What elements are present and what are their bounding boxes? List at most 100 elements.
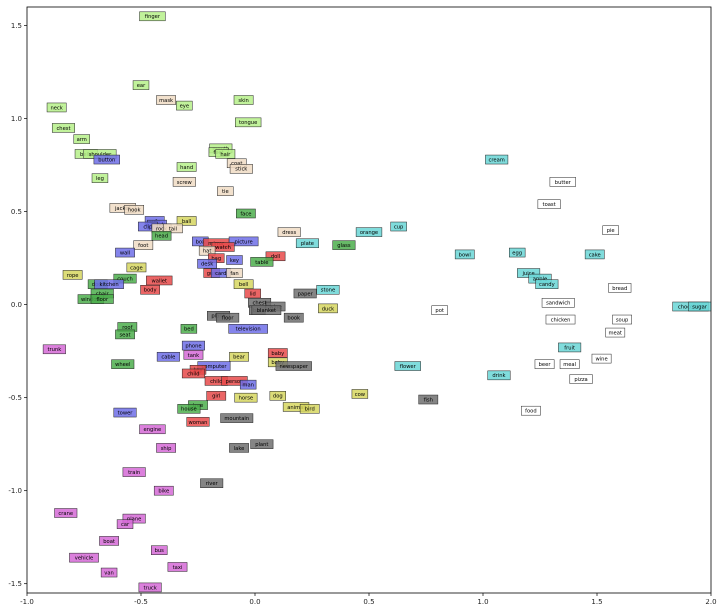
point-box [113, 407, 137, 418]
data-point: tail [163, 223, 183, 234]
data-point: desk [197, 258, 217, 269]
point-label: tongue [239, 120, 257, 126]
data-point: button [93, 154, 120, 165]
point-label: pie [607, 228, 615, 234]
point-label: watch [215, 245, 231, 251]
point-label: drink [492, 373, 505, 379]
data-point: beer [534, 359, 555, 369]
point-box [299, 404, 320, 414]
point-box [156, 351, 180, 362]
data-point: arm [73, 134, 90, 144]
data-point: plate [295, 238, 319, 249]
point-box [293, 288, 317, 299]
point-label: ship [161, 446, 172, 452]
point-label: vehicle [75, 556, 93, 562]
data-point: foot [133, 240, 154, 250]
point-box [541, 298, 575, 308]
point-label: hook [128, 208, 141, 214]
point-label: ball [182, 219, 191, 225]
data-point: truck [138, 582, 162, 593]
point-label: doll [271, 254, 280, 260]
data-point: dress [277, 227, 301, 237]
point-label: animal [287, 405, 305, 411]
data-point: sugar [688, 301, 712, 312]
data-point: cup [390, 221, 407, 232]
data-point: blanket [251, 305, 282, 315]
data-point: baby [267, 348, 288, 358]
point-label: meal [563, 362, 576, 368]
data-point: book [283, 312, 304, 323]
point-box [267, 348, 288, 358]
point-label: bread [612, 286, 627, 292]
data-point: cage [126, 262, 147, 273]
point-box [608, 283, 632, 293]
point-box [584, 249, 605, 260]
point-label: roof [122, 325, 132, 331]
point-box [206, 391, 227, 401]
watermark: CSDN @爱丽仔 [629, 593, 708, 606]
data-point: sandwich [541, 298, 575, 308]
data-point: wall [115, 247, 135, 258]
axis-ticks: -1.0 -0.5 0.0 0.5 1.0 1.5 2.0 1.5 1.0 0.5 0.0 -0.5 -… [8, 22, 716, 606]
point-label: toast [543, 202, 556, 208]
data-point: girl [206, 391, 227, 401]
point-box [176, 162, 197, 172]
y-tick-label: -0.5 [8, 394, 22, 402]
point-label: chest [253, 301, 267, 307]
data-point: pizza [569, 374, 593, 384]
data-point: body [140, 285, 160, 295]
point-box [197, 258, 217, 269]
point-label: bus [155, 548, 165, 554]
point-box [139, 11, 166, 22]
point-box [226, 268, 243, 278]
data-point: glass [332, 240, 356, 250]
data-point: tie [217, 186, 234, 196]
point-box [200, 478, 224, 488]
point-label: fruit [564, 345, 575, 351]
point-box [591, 353, 612, 364]
data-point: toast [537, 199, 561, 209]
point-label: baby [271, 351, 284, 357]
data-point: meal [559, 359, 580, 369]
point-label: sugar [692, 304, 707, 310]
data-point: table [250, 257, 274, 267]
point-label: bed [184, 327, 194, 333]
point-box [198, 245, 216, 256]
point-label: desk [201, 262, 213, 268]
y-tick-label: 1.5 [11, 22, 22, 30]
point-label: jacket [114, 206, 131, 212]
point-label: glass [337, 243, 351, 249]
point-box [275, 361, 312, 371]
point-box [62, 270, 83, 280]
data-point: train [122, 467, 146, 477]
point-box [90, 294, 114, 304]
point-label: child [187, 371, 199, 377]
data-point: floor [90, 294, 114, 304]
data-point: finger [139, 11, 166, 22]
point-label: fan [230, 271, 238, 277]
point-box [126, 262, 147, 273]
data-point: chicken [545, 314, 576, 325]
x-tick-label: 1.0 [477, 598, 488, 606]
data-point: ear [132, 80, 150, 90]
point-box [229, 164, 253, 174]
point-box [228, 324, 268, 334]
point-label: floor [222, 316, 235, 322]
point-box [283, 312, 304, 323]
point-label: candy [539, 282, 555, 288]
point-label: egg [512, 250, 522, 256]
point-box [236, 208, 256, 219]
point-label: book [287, 316, 300, 322]
point-label: bear [233, 355, 246, 361]
data-point: stick [229, 164, 253, 174]
point-box [355, 227, 383, 237]
point-label: box [196, 239, 205, 245]
point-label: table [255, 260, 268, 266]
data-point: soup [612, 314, 632, 325]
data-point: wheel [111, 359, 135, 369]
point-box [485, 154, 509, 165]
y-tick-label: 0.0 [11, 301, 22, 309]
point-box [537, 199, 561, 209]
point-label: sandwich [546, 301, 570, 307]
